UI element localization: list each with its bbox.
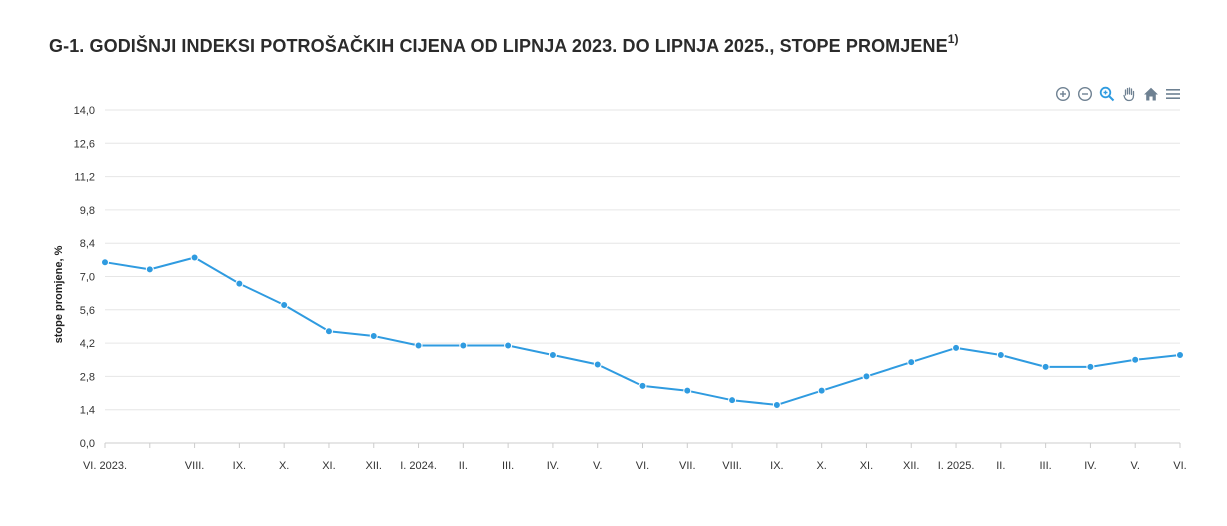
data-point[interactable] (1176, 350, 1184, 359)
menu-icon[interactable] (1164, 85, 1182, 103)
x-tick-label: X. (279, 460, 289, 472)
data-point[interactable] (504, 341, 513, 350)
x-tick-label: VIII. (722, 460, 742, 472)
x-tick-label: II. (996, 460, 1005, 472)
data-point[interactable] (414, 341, 423, 350)
y-tick-label: 1,4 (80, 405, 95, 417)
data-point[interactable] (235, 279, 244, 288)
y-tick-label: 5,6 (80, 305, 95, 317)
x-tick-label: I. 2025. (938, 460, 975, 472)
x-axis-labels: VI. 2023. VIII. IX. X. XI. XII. I. 2024. II. III… (83, 460, 1187, 472)
pan-hand-icon[interactable] (1120, 85, 1138, 103)
data-point[interactable] (459, 341, 468, 350)
zoom-out-icon[interactable] (1076, 85, 1094, 103)
x-tick-label: V. (593, 460, 602, 472)
x-tick-label: V. (1131, 460, 1140, 472)
x-tick-label: IV. (1084, 460, 1096, 472)
x-tick-label: XI. (860, 460, 873, 472)
x-tick-label: VI. 2023. (83, 460, 127, 472)
chart-title-text: G-1. GODIŠNJI INDEKSI POTROŠAČKIH CIJENA… (49, 36, 948, 56)
data-point[interactable] (593, 360, 602, 369)
selection-zoom-icon[interactable] (1098, 85, 1116, 103)
data-point[interactable] (862, 372, 871, 381)
x-tick-label: IV. (547, 460, 559, 472)
y-tick-label: 8,4 (80, 238, 95, 250)
x-tick-label: XII. (365, 460, 382, 472)
x-tick-label: II. (459, 460, 468, 472)
y-tick-label: 7,0 (80, 272, 95, 284)
y-tick-label: 12,6 (74, 138, 95, 150)
x-tick-label: III. (502, 460, 514, 472)
y-axis-ticks: 14,0 12,6 11,2 9,8 8,4 7,0 5,6 4,2 2,8 1,4 0,0 (74, 105, 95, 450)
data-point[interactable] (728, 396, 737, 405)
x-tick-label: X. (816, 460, 826, 472)
data-point[interactable] (996, 350, 1005, 359)
x-tick-label: VI. (1173, 460, 1186, 472)
x-tick-label: VII. (679, 460, 696, 472)
data-point[interactable] (817, 386, 826, 395)
x-axis (104, 442, 1181, 448)
y-axis-label: stope promjene, % (53, 245, 65, 343)
data-point[interactable] (190, 253, 199, 262)
x-tick-label: VI. (636, 460, 649, 472)
data-point[interactable] (1086, 362, 1095, 371)
data-point[interactable] (101, 258, 109, 267)
x-tick-label: I. 2024. (400, 460, 437, 472)
data-point[interactable] (952, 343, 961, 352)
data-point[interactable] (369, 331, 378, 340)
series-layer (101, 253, 1184, 409)
title-footnote-mark: 1) (947, 32, 959, 46)
home-icon[interactable] (1142, 85, 1160, 103)
data-point[interactable] (683, 386, 692, 395)
zoom-in-icon[interactable] (1054, 85, 1072, 103)
x-tick-label: III. (1040, 460, 1052, 472)
y-tick-label: 0,0 (80, 438, 95, 450)
data-point[interactable] (1041, 362, 1050, 371)
data-point[interactable] (907, 358, 916, 367)
data-point[interactable] (638, 381, 647, 390)
x-tick-label: VIII. (185, 460, 205, 472)
data-point[interactable] (145, 265, 154, 274)
data-point[interactable] (280, 301, 289, 310)
data-point[interactable] (548, 350, 557, 359)
y-tick-label: 14,0 (74, 105, 95, 117)
data-point[interactable] (1131, 355, 1140, 364)
y-tick-label: 2,8 (80, 371, 95, 383)
x-tick-label: XII. (903, 460, 920, 472)
chart-title: G-1. GODIŠNJI INDEKSI POTROŠAČKIH CIJENA… (49, 32, 959, 57)
chart-toolbar (1054, 84, 1182, 104)
gridlines (105, 109, 1180, 444)
data-point[interactable] (772, 400, 781, 409)
x-tick-label: IX. (770, 460, 783, 472)
data-point[interactable] (324, 327, 333, 336)
x-tick-label: IX. (233, 460, 246, 472)
x-tick-label: XI. (322, 460, 335, 472)
y-tick-label: 4,2 (80, 338, 95, 350)
y-tick-label: 11,2 (74, 172, 95, 184)
y-tick-label: 9,8 (80, 205, 95, 217)
